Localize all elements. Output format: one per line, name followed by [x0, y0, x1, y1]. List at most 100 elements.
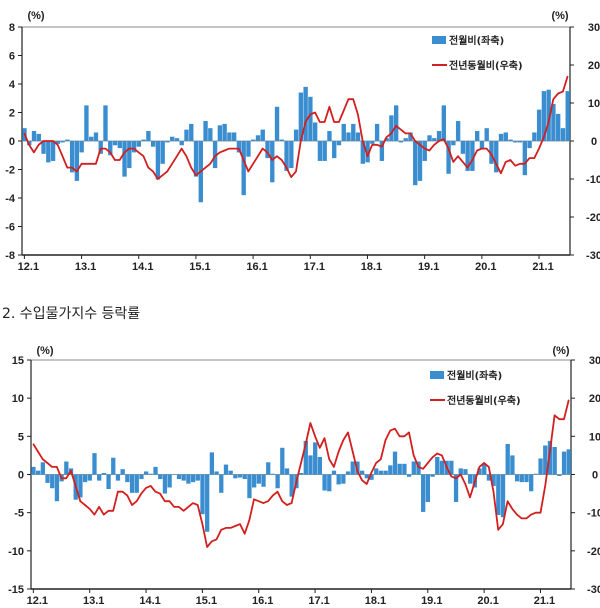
- line-yoy-point: [262, 502, 265, 504]
- line-yoy-point: [366, 483, 368, 485]
- line-yoy-point: [441, 454, 443, 457]
- line-yoy-point: [394, 428, 396, 430]
- bar-mom: [139, 474, 144, 480]
- line-yoy-point: [366, 155, 369, 157]
- bar-mom: [50, 474, 55, 489]
- bar-mom: [498, 133, 504, 141]
- x-tick-label: 12.1: [18, 261, 39, 273]
- bar-mom: [231, 132, 237, 141]
- bar-mom: [460, 141, 466, 154]
- y-right-unit-label: (%): [552, 345, 569, 357]
- line-yoy-point: [71, 167, 73, 169]
- line-yoy-point: [46, 462, 49, 464]
- line-yoy-point: [228, 148, 230, 150]
- bar-mom: [402, 463, 407, 475]
- x-tick-label: 14.1: [139, 595, 160, 607]
- line-yoy-point: [445, 466, 448, 468]
- bar-mom: [514, 474, 520, 482]
- line-yoy-point: [333, 466, 335, 468]
- line-yoy-point: [80, 163, 83, 165]
- y-right-tick-label: -10: [586, 174, 600, 186]
- bar-mom: [35, 470, 41, 475]
- bar-mom: [298, 472, 304, 475]
- bar-mom: [280, 447, 285, 475]
- y-left-tick-label: -2: [5, 165, 15, 177]
- bar-mom: [556, 113, 561, 141]
- bar-mom: [120, 469, 125, 475]
- x-tick-label: 19.1: [418, 261, 439, 273]
- y-left-tick-label: -5: [14, 508, 24, 520]
- line-yoy-point: [562, 91, 564, 93]
- bar-mom: [190, 474, 196, 483]
- bar-mom: [158, 474, 163, 480]
- legend-bar-label: 전월비(좌축): [447, 369, 502, 382]
- line-yoy-point: [185, 155, 187, 157]
- bar-mom: [336, 141, 342, 146]
- bar-mom: [242, 474, 247, 480]
- bar-mom: [251, 474, 257, 488]
- line-yoy-point: [223, 149, 226, 152]
- line-yoy-point: [300, 140, 302, 142]
- x-tick-label: 17.1: [304, 261, 325, 273]
- bar-mom: [500, 474, 506, 518]
- bar-mom: [503, 132, 508, 141]
- line-yoy-point: [233, 148, 235, 150]
- line-yoy-point: [457, 155, 459, 157]
- bar-mom: [69, 141, 75, 173]
- line-yoy-point: [51, 466, 53, 468]
- bar-mom: [279, 139, 284, 141]
- bar-mom: [64, 461, 69, 475]
- y-left-tick-label: -6: [5, 222, 15, 234]
- line-yoy-point: [142, 155, 145, 157]
- bar-mom: [467, 474, 473, 484]
- line-yoy-point: [42, 140, 45, 142]
- line-yoy-point: [173, 506, 175, 508]
- bar-mom: [40, 462, 45, 475]
- bar-mom: [74, 141, 80, 181]
- line-yoy-point: [183, 510, 185, 512]
- line-yoy-point: [436, 452, 438, 455]
- bar-mom: [446, 141, 451, 174]
- bar-mom: [209, 452, 215, 475]
- line-yoy-point: [424, 148, 426, 150]
- bar-mom: [237, 474, 243, 478]
- bar-mom: [546, 89, 551, 141]
- line-yoy-point: [75, 485, 77, 487]
- bar-mom: [270, 141, 275, 183]
- bar-mom: [417, 141, 423, 181]
- line-yoy-point: [409, 132, 411, 134]
- line-yoy-point: [253, 498, 255, 500]
- y-right-tick-label: -20: [586, 212, 600, 224]
- bar-mom: [322, 141, 327, 161]
- line-yoy-point: [37, 451, 39, 453]
- y-left-unit-label: (%): [27, 10, 44, 22]
- line-yoy-point: [89, 508, 91, 510]
- bar-mom: [251, 139, 256, 141]
- line-yoy-point: [107, 510, 110, 512]
- line-yoy-point: [295, 481, 297, 483]
- line-yoy-point: [209, 163, 211, 165]
- bar-mom: [87, 474, 92, 481]
- bar-mom: [289, 141, 294, 169]
- line-yoy-point: [90, 163, 92, 165]
- bar-mom: [97, 474, 102, 481]
- line-yoy-point: [117, 491, 119, 493]
- line-yoy-point: [403, 435, 405, 437]
- line-yoy-point: [533, 157, 535, 159]
- line-yoy-point: [204, 167, 207, 169]
- bar-mom: [439, 460, 445, 475]
- y-right-tick-label: 0: [591, 136, 597, 148]
- bar-mom: [36, 133, 41, 141]
- bar-mom: [241, 141, 246, 196]
- bar-mom: [522, 141, 528, 176]
- line-yoy-point: [138, 151, 140, 153]
- bar-mom: [170, 136, 175, 141]
- line-yoy-point: [544, 485, 546, 487]
- bar-mom: [127, 141, 132, 169]
- bar-mom: [463, 469, 468, 475]
- line-yoy-point: [197, 504, 199, 506]
- line-yoy-point: [538, 148, 540, 150]
- bar-mom: [317, 141, 323, 161]
- line-yoy-point: [447, 148, 450, 150]
